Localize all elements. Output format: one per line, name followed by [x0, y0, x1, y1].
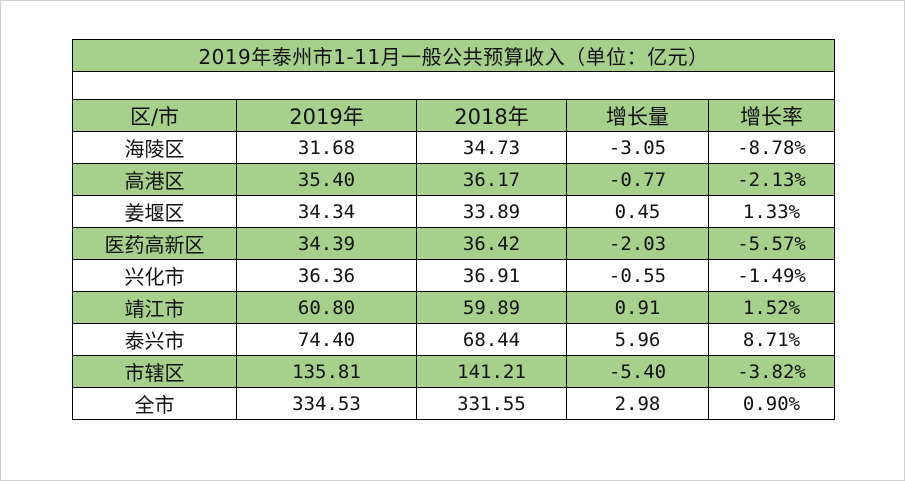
header-region: 区/市 — [72, 99, 237, 132]
rate-cell: -8.78% — [707, 131, 836, 164]
value-2019-cell: 135.81 — [236, 355, 417, 388]
table-row: 医药高新区 34.39 36.42 -2.03 -5.57% — [72, 227, 836, 260]
change-cell: -3.05 — [566, 131, 709, 164]
value-2019-cell: 35.40 — [236, 163, 417, 196]
change-cell: 5.96 — [566, 323, 709, 356]
rate-cell: -1.49% — [707, 259, 836, 292]
table-title: 2019年泰州市1-11月一般公共预算收入（单位：亿元） — [71, 39, 836, 72]
rate-cell: -2.13% — [707, 163, 836, 196]
table-row: 泰兴市 74.40 68.44 5.96 8.71% — [72, 323, 836, 356]
header-2019: 2019年 — [236, 99, 417, 132]
value-2018-cell: 33.89 — [416, 195, 567, 228]
table-row: 兴化市 36.36 36.91 -0.55 -1.49% — [72, 259, 836, 292]
region-cell: 全市 — [72, 387, 237, 420]
region-cell: 姜堰区 — [72, 195, 237, 228]
header-change: 增长量 — [566, 99, 709, 132]
rate-cell: 1.33% — [707, 195, 836, 228]
table-row: 靖江市 60.80 59.89 0.91 1.52% — [72, 291, 836, 324]
change-cell: -0.77 — [566, 163, 709, 196]
change-cell: -0.55 — [566, 259, 709, 292]
blank-row — [71, 71, 836, 100]
rate-cell: 8.71% — [707, 323, 836, 356]
value-2019-cell: 34.34 — [236, 195, 417, 228]
value-2018-cell: 68.44 — [416, 323, 567, 356]
budget-revenue-table: 2019年泰州市1-11月一般公共预算收入（单位：亿元） 区/市 2019年 2… — [71, 39, 836, 420]
change-cell: 2.98 — [566, 387, 709, 420]
table-row: 市辖区 135.81 141.21 -5.40 -3.82% — [72, 355, 836, 388]
value-2018-cell: 141.21 — [416, 355, 567, 388]
value-2019-cell: 74.40 — [236, 323, 417, 356]
region-cell: 市辖区 — [72, 355, 237, 388]
table-row: 海陵区 31.68 34.73 -3.05 -8.78% — [72, 131, 836, 164]
change-cell: -5.40 — [566, 355, 709, 388]
table-title-row: 2019年泰州市1-11月一般公共预算收入（单位：亿元） — [71, 39, 836, 72]
value-2019-cell: 31.68 — [236, 131, 417, 164]
change-cell: -2.03 — [566, 227, 709, 260]
table-row: 高港区 35.40 36.17 -0.77 -2.13% — [72, 163, 836, 196]
change-cell: 0.91 — [566, 291, 709, 324]
rate-cell: -5.57% — [707, 227, 836, 260]
value-2018-cell: 36.17 — [416, 163, 567, 196]
value-2019-cell: 34.39 — [236, 227, 417, 260]
region-cell: 医药高新区 — [72, 227, 237, 260]
rate-cell: 0.90% — [707, 387, 836, 420]
value-2019-cell: 36.36 — [236, 259, 417, 292]
value-2018-cell: 331.55 — [416, 387, 567, 420]
header-rate: 增长率 — [707, 99, 836, 132]
region-cell: 兴化市 — [72, 259, 237, 292]
blank-cell — [71, 71, 836, 100]
value-2018-cell: 36.42 — [416, 227, 567, 260]
region-cell: 泰兴市 — [72, 323, 237, 356]
value-2018-cell: 36.91 — [416, 259, 567, 292]
change-cell: 0.45 — [566, 195, 709, 228]
rate-cell: 1.52% — [707, 291, 836, 324]
value-2018-cell: 34.73 — [416, 131, 567, 164]
header-row: 区/市 2019年 2018年 增长量 增长率 — [72, 99, 836, 132]
value-2018-cell: 59.89 — [416, 291, 567, 324]
rate-cell: -3.82% — [707, 355, 836, 388]
region-cell: 靖江市 — [72, 291, 237, 324]
region-cell: 海陵区 — [72, 131, 237, 164]
table-row: 姜堰区 34.34 33.89 0.45 1.33% — [72, 195, 836, 228]
value-2019-cell: 334.53 — [236, 387, 417, 420]
value-2019-cell: 60.80 — [236, 291, 417, 324]
header-2018: 2018年 — [416, 99, 567, 132]
region-cell: 高港区 — [72, 163, 237, 196]
table-row-total: 全市 334.53 331.55 2.98 0.90% — [72, 387, 836, 420]
